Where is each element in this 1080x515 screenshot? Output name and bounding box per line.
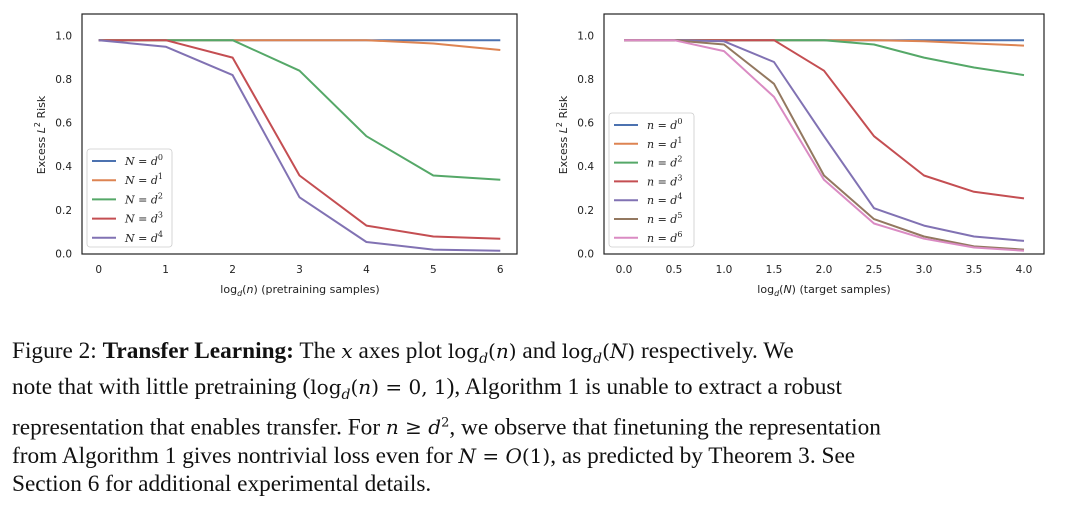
legend-label: n = d4 <box>647 192 682 207</box>
chart-target: Excess L2 Risk logd(N) (target samples) … <box>555 13 1045 298</box>
caption-text: and <box>522 338 557 364</box>
x-tick-label: 2.0 <box>816 264 833 276</box>
caption-math: logd(N) <box>561 339 636 367</box>
series-lines-right <box>624 39 1025 252</box>
y-tick-label: 0.4 <box>55 161 72 173</box>
x-axis-label-left: logd(n) (pretraining samples) <box>220 283 379 298</box>
x-ticks-right: 0.0 0.5 1.0 1.5 2.0 2.5 3.0 3.5 4.0 <box>616 264 1033 276</box>
y-tick-label: 0.2 <box>55 205 72 217</box>
chart-pretraining: Excess L2 Risk logd(n) (pretraining samp… <box>33 13 518 298</box>
y-axis-label-left: Excess L2 Risk <box>33 95 48 174</box>
y-tick-label: 0.8 <box>55 74 72 86</box>
x-tick-label: 2 <box>229 264 236 276</box>
caption-text: axes plot <box>358 338 442 364</box>
x-tick-label: 1.5 <box>766 264 783 276</box>
caption-figure-label: Figure 2: <box>12 338 97 364</box>
y-tick-label: 0.0 <box>577 249 594 261</box>
plot-frame-right <box>603 13 1045 255</box>
y-tick-label: 0.6 <box>55 118 72 130</box>
y-tick-label: 0.4 <box>577 161 594 173</box>
legend-label: N = d3 <box>124 211 163 226</box>
x-tick-label: 1 <box>162 264 169 276</box>
legend-box-left <box>86 148 173 248</box>
figure-caption: Figure 2: Transfer Learning: The x axes … <box>12 337 1070 498</box>
caption-text: ), Algorithm 1 is unable to extract a ro… <box>446 374 842 401</box>
y-axis-label-right: Excess L2 Risk <box>555 95 570 174</box>
x-axis-label-right: logd(N) (target samples) <box>757 283 890 298</box>
caption-text: , we observe that finetuning the represe… <box>449 414 881 441</box>
legend-label: N = d4 <box>124 230 163 245</box>
series-lines-left <box>98 39 501 252</box>
series-line-right-6 <box>624 39 1025 252</box>
legend-label: n = d3 <box>647 173 682 188</box>
y-tick-label: 0.0 <box>55 249 72 261</box>
legend-label: n = d1 <box>647 136 682 151</box>
x-tick-label: 3.0 <box>916 264 933 276</box>
legend-label: N = d2 <box>124 191 163 206</box>
series-line-left-4 <box>98 39 501 252</box>
x-ticks-left: 0 1 2 3 4 5 6 <box>95 264 504 276</box>
caption-text: respectively. We <box>641 338 794 364</box>
x-tick-label: 3 <box>296 264 303 276</box>
legend-box-right <box>608 112 695 248</box>
legend-left: N = d0 N = d1 N = d2 N = d3 N = d4 <box>86 148 173 248</box>
caption-text: The <box>299 338 336 364</box>
legend-label: n = d0 <box>647 117 682 132</box>
x-tick-label: 0 <box>95 264 102 276</box>
y-ticks-left: 0.0 0.2 0.4 0.6 0.8 1.0 <box>55 30 72 260</box>
x-tick-label: 0.5 <box>666 264 683 276</box>
x-tick-label: 6 <box>497 264 504 276</box>
legend-label: N = d0 <box>124 153 163 168</box>
plot-frame-left <box>81 13 518 255</box>
legend-label: N = d1 <box>124 172 163 187</box>
y-tick-label: 0.6 <box>577 118 594 130</box>
y-tick-label: 0.8 <box>577 74 594 86</box>
caption-math: logd(n) <box>447 339 517 367</box>
caption-math: x <box>341 339 353 363</box>
caption-title: Transfer Learning: <box>102 338 294 364</box>
series-line-right-5 <box>624 39 1025 251</box>
x-tick-label: 3.5 <box>966 264 983 276</box>
y-ticks-right: 0.0 0.2 0.4 0.6 0.8 1.0 <box>577 30 594 260</box>
x-tick-label: 2.5 <box>866 264 883 276</box>
caption-text: , as predicted by Theorem 3. See <box>550 442 856 469</box>
x-tick-label: 1.0 <box>716 264 733 276</box>
caption-text: from Algorithm 1 gives nontrivial loss e… <box>12 442 453 469</box>
x-tick-label: 5 <box>430 264 437 276</box>
caption-text: Section 6 for additional experimental de… <box>12 470 432 497</box>
caption-text: representation that enables transfer. Fo… <box>12 414 381 441</box>
caption-text: note that with little pretraining ( <box>12 374 311 401</box>
y-tick-label: 0.2 <box>577 205 594 217</box>
x-tick-label: 4 <box>363 264 370 276</box>
figure-2: Excess L2 Risk logd(n) (pretraining samp… <box>33 13 1045 298</box>
series-line-left-3 <box>98 39 501 240</box>
legend-label: n = d6 <box>647 230 682 245</box>
caption-math: n ≥ d2 <box>385 415 450 440</box>
legend-label: n = d2 <box>647 155 682 170</box>
y-tick-label: 1.0 <box>577 30 594 42</box>
caption-math: logd(n) = 0, 1 <box>310 375 447 404</box>
legend-right: n = d0 n = d1 n = d2 n = d3 n = d4 n = d5 n = … <box>608 112 695 248</box>
caption-math: N = O(1) <box>458 443 551 468</box>
y-tick-label: 1.0 <box>55 30 72 42</box>
x-tick-label: 4.0 <box>1016 264 1033 276</box>
legend-label: n = d5 <box>647 211 682 226</box>
series-line-right-4 <box>624 39 1025 242</box>
x-tick-label: 0.0 <box>616 264 633 276</box>
